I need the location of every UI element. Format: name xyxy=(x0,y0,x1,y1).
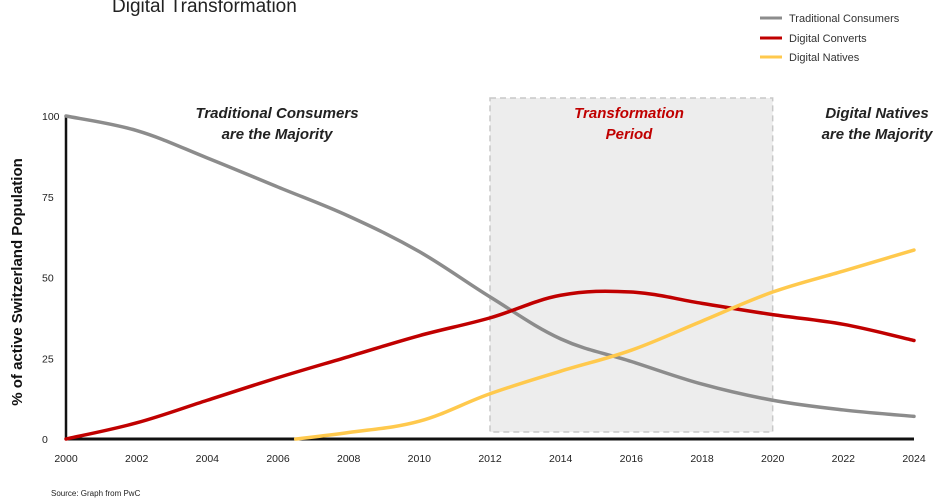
x-tick-label: 2014 xyxy=(549,453,573,465)
x-tick-label: 2012 xyxy=(478,453,502,465)
x-tick-label: 2002 xyxy=(125,453,149,465)
x-tick-label: 2020 xyxy=(761,453,785,465)
x-tick-label: 2010 xyxy=(408,453,432,465)
x-tick-label: 2008 xyxy=(337,453,361,465)
annotation-transformation-period: Transformation Period xyxy=(574,105,684,143)
annotation-transformation-line1: Transformation xyxy=(574,105,684,122)
y-tick-labels: 0 25 50 75 100 xyxy=(42,111,60,446)
legend: Traditional Consumers Digital Converts D… xyxy=(760,13,900,64)
y-tick-label: 50 xyxy=(42,273,54,285)
y-axis-label: % of active Switzerland Population xyxy=(9,158,26,406)
annotation-traditional-line2: are the Majority xyxy=(222,126,334,143)
y-tick-label: 25 xyxy=(42,353,54,365)
y-tick-label: 0 xyxy=(42,434,48,446)
annotation-natives-line1: Digital Natives xyxy=(825,105,928,122)
x-tick-labels: 2000 2002 2004 2006 2008 2010 2012 2014 2016 2018… xyxy=(54,453,926,465)
annotation-natives-majority: Digital Natives are the Majority xyxy=(822,105,934,143)
legend-label-digital-natives: Digital Natives xyxy=(789,52,860,64)
x-tick-label: 2018 xyxy=(690,453,714,465)
series-lines xyxy=(64,114,916,441)
transformation-period-region xyxy=(489,97,774,433)
x-tick-label: 2016 xyxy=(620,453,644,465)
series-line-digital-natives xyxy=(293,248,916,441)
x-tick-label: 2000 xyxy=(54,453,78,465)
series-line-digital-converts xyxy=(64,289,916,441)
y-tick-label: 100 xyxy=(42,111,60,123)
x-tick-label: 2024 xyxy=(902,453,926,465)
chart-title: Digital Transformation xyxy=(112,0,297,17)
annotation-traditional-line1: Traditional Consumers xyxy=(195,105,358,122)
legend-label-digital-converts: Digital Converts xyxy=(789,33,867,45)
annotation-transformation-line2: Period xyxy=(606,126,654,143)
x-tick-label: 2004 xyxy=(196,453,220,465)
x-tick-label: 2022 xyxy=(832,453,856,465)
legend-label-traditional-consumers: Traditional Consumers xyxy=(789,13,900,25)
annotation-traditional-majority: Traditional Consumers are the Majority xyxy=(195,105,358,143)
x-tick-label: 2006 xyxy=(266,453,290,465)
annotation-natives-line2: are the Majority xyxy=(822,126,934,143)
source-note: Source: Graph from PwC xyxy=(51,489,141,498)
series-line-traditional-consumers xyxy=(64,114,916,419)
y-tick-label: 75 xyxy=(42,192,54,204)
